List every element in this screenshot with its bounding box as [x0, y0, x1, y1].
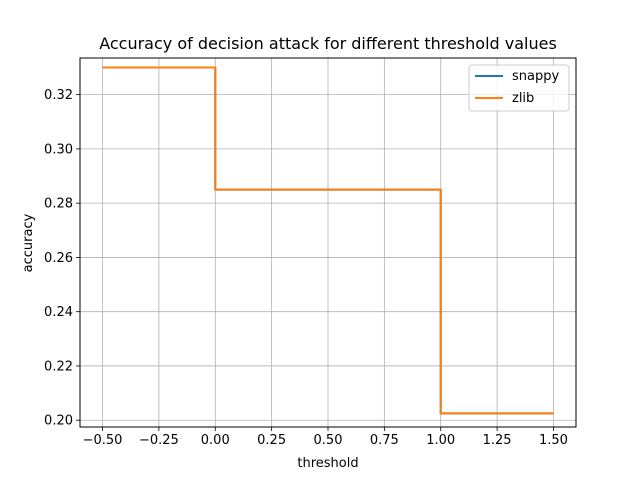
x-tick-label: 0.25: [257, 433, 286, 448]
x-tick-label: 1.50: [539, 433, 568, 448]
x-tick-label: −0.25: [139, 433, 179, 448]
plot-series: [102, 66, 554, 415]
y-tick-label: 0.30: [44, 142, 73, 157]
x-tick-label: 1.25: [483, 433, 512, 448]
x-tick-label: 1.00: [426, 433, 455, 448]
legend-label-snappy: snappy: [512, 69, 559, 84]
chart-title: Accuracy of decision attack for differen…: [99, 34, 557, 53]
x-tick-label: 0.75: [370, 433, 399, 448]
y-axis-label: accuracy: [21, 213, 36, 272]
x-axis-ticks: −0.50 −0.25 0.00 0.25 0.50 0.75 1.00 1.25 1.50: [83, 427, 568, 448]
y-axis-ticks: 0.20 0.22 0.24 0.26 0.28 0.30 0.32: [44, 88, 80, 429]
y-tick-label: 0.28: [44, 197, 73, 212]
y-tick-label: 0.32: [44, 88, 73, 103]
y-tick-label: 0.26: [44, 251, 73, 266]
y-tick-label: 0.24: [44, 305, 73, 320]
y-tick-label: 0.22: [44, 359, 73, 374]
x-tick-label: 0.00: [201, 433, 230, 448]
series-line-zlib: [102, 66, 554, 415]
legend: snappy zlib: [468, 64, 570, 112]
x-tick-label: −0.50: [83, 433, 123, 448]
x-tick-label: 0.50: [314, 433, 343, 448]
y-tick-label: 0.20: [44, 414, 73, 429]
x-axis-label: threshold: [297, 456, 358, 471]
legend-label-zlib: zlib: [512, 91, 534, 106]
